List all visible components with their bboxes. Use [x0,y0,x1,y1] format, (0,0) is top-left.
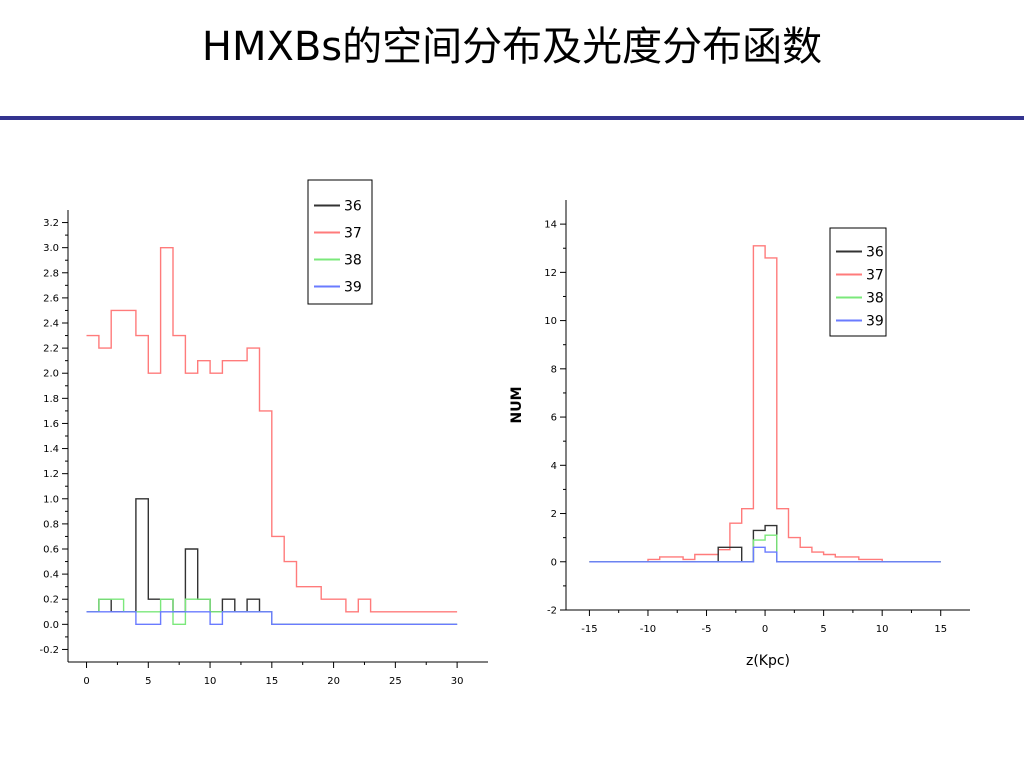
left-x-tick-label: 30 [451,676,464,687]
left-legend-label-36: 36 [344,199,362,215]
left-series-39 [86,611,458,625]
right-legend-label-39: 39 [866,314,884,330]
left-x-tick-label: 20 [327,676,340,687]
title-divider [0,116,1024,120]
left-x-tick-label: 25 [389,676,402,687]
left-series-36 [86,498,458,625]
left-y-tick-label: 0.2 [43,595,59,606]
left-y-tick-label: 2.8 [43,268,59,279]
right-y-tick-label: 12 [544,268,557,279]
left-x-tick-label: 0 [83,676,89,687]
right-y-tick-label: 10 [544,316,557,327]
left-legend-label-38: 38 [344,253,362,269]
left-y-tick-label: 1.0 [43,494,59,505]
right-x-tick-label: 5 [820,624,826,635]
left-y-tick-label: 1.4 [43,444,59,455]
right-legend-frame [829,227,887,337]
left-x-tick-label: 5 [145,676,151,687]
left-y-tick-label: 2.4 [43,319,59,330]
left-y-tick-label: 0.4 [43,570,59,581]
right-y-tick-label: 4 [551,461,557,472]
right-y-tick-label: 0 [551,557,557,568]
right-series-39 [589,546,941,563]
left-y-tick-label: -0.2 [39,645,59,656]
right-x-tick-label: -10 [640,624,656,635]
right-x-axis-title: z(Kpc) [746,653,790,669]
left-y-tick-label: 2.6 [43,293,59,304]
left-series-38 [86,598,458,625]
right-series-37 [589,245,941,563]
right-y-tick-label: 8 [551,364,557,375]
left-x-tick-label: 15 [265,676,278,687]
left-x-tick-label: 10 [204,676,217,687]
right-y-tick-label: 2 [551,509,557,520]
left-legend-frame [307,179,373,305]
right-x-tick-label: 0 [762,624,768,635]
right-legend-label-36: 36 [866,245,884,261]
right-x-tick-label: -15 [581,624,597,635]
left-y-tick-label: 1.6 [43,419,59,430]
left-plot: 0 5 10 15 20 25 30 -0.2 0.0 0.2 0.4 0.6 0.8 1.0 1.2 1.4… [39,210,488,687]
left-y-tick-label: 2.2 [43,344,59,355]
left-series-37 [86,247,458,613]
right-legend-label-37: 37 [866,268,884,284]
right-x-tick-label: -5 [702,624,712,635]
right-y-axis-title: NUM [509,386,525,423]
right-series-38 [589,534,941,563]
left-y-tick-label: 3.2 [43,218,59,229]
right-plot: -15 -10 -5 0 5 10 15 -2 0 2 4 6 8 10 12 14 z(Kpc) NUM [509,200,970,669]
right-x-tick-label: 15 [934,624,947,635]
left-y-tick-label: 1.2 [43,469,59,480]
slide-title: HMXBs的空间分布及光度分布函数 [201,24,823,70]
right-legend-label-38: 38 [866,291,884,307]
right-series-36 [589,524,941,563]
right-x-tick-label: 10 [876,624,889,635]
left-legend-label-37: 37 [344,226,362,242]
left-y-tick-label: 0.8 [43,519,59,530]
left-legend-label-39: 39 [344,280,362,296]
left-y-tick-label: 0.0 [43,620,59,631]
left-y-tick-label: 3.0 [43,243,59,254]
right-legend: 36 37 38 39 [829,227,887,337]
left-y-tick-label: 2.0 [43,369,59,380]
left-legend: 36 37 38 39 [307,179,373,305]
right-y-tick-label: -2 [547,606,557,617]
left-y-tick-label: 1.8 [43,394,59,405]
right-y-tick-label: 6 [551,413,557,424]
left-y-tick-label: 0.6 [43,545,59,556]
right-y-tick-label: 14 [544,220,557,231]
